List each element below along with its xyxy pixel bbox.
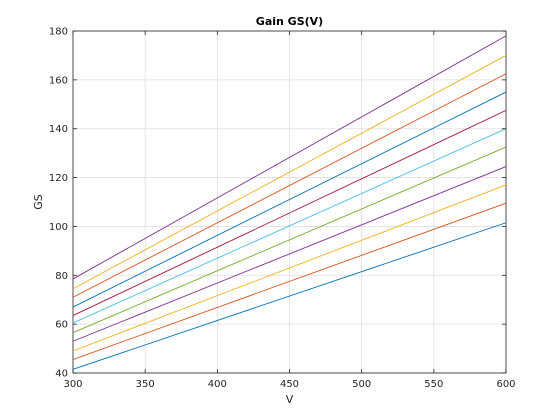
y-tick-label: 80: [55, 271, 68, 282]
series-line-4: [72, 166, 507, 342]
y-tick-label: 60: [55, 320, 68, 331]
series-line-2: [72, 202, 507, 360]
y-tick-label: 100: [49, 222, 68, 233]
y-tick-label: 140: [49, 124, 68, 135]
series-line-7: [72, 109, 507, 316]
x-axis-label: V: [286, 393, 294, 406]
x-tick-label: 550: [424, 379, 443, 390]
y-tick-label: 40: [55, 369, 68, 380]
axis-ticks: 300 350 400 450 500 550 600 40 60 80 100 120 140 160 1…: [49, 27, 516, 391]
x-tick-label: 350: [136, 379, 155, 390]
series-line-5: [72, 146, 507, 334]
series-line-11: [72, 35, 507, 280]
series-line-10: [72, 55, 507, 290]
series-line-9: [72, 73, 507, 298]
y-axis-label: GS: [32, 194, 45, 210]
series-line-6: [72, 128, 507, 324]
y-tick-label: 180: [49, 27, 68, 38]
series-group: [72, 35, 507, 370]
x-tick-label: 500: [352, 379, 371, 390]
series-line-8: [72, 91, 507, 308]
x-tick-label: 300: [63, 379, 82, 390]
x-tick-label: 400: [208, 379, 227, 390]
x-tick-label: 600: [496, 379, 515, 390]
y-tick-label: 120: [49, 173, 68, 184]
x-tick-label: 450: [280, 379, 299, 390]
series-line-1: [72, 222, 507, 370]
chart-title: Gain GS(V): [256, 15, 323, 28]
series-line-3: [72, 184, 507, 352]
y-tick-label: 160: [49, 75, 68, 86]
grid: [72, 30, 507, 374]
